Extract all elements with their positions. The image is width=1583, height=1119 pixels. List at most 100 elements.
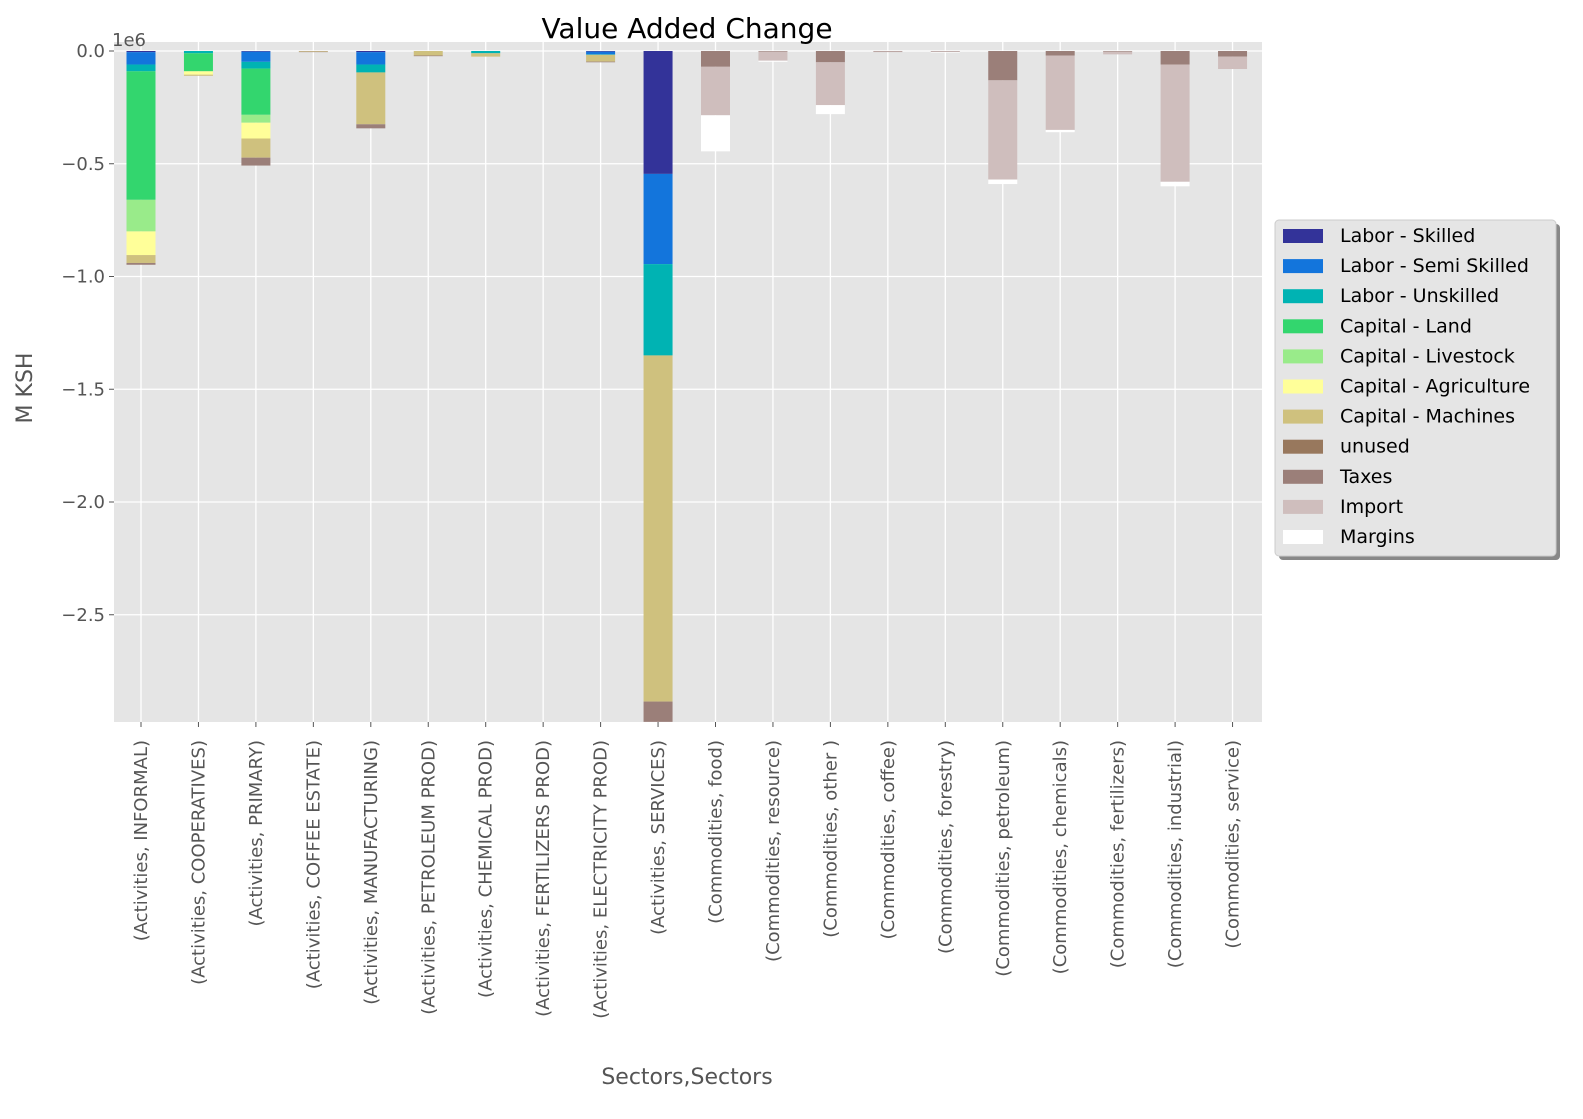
bar-segment	[586, 62, 615, 63]
bar-segment	[758, 52, 787, 61]
chart-title: Value Added Change	[541, 12, 832, 45]
x-tick-label: (Commodities, service)	[1223, 740, 1244, 949]
bar-segment	[471, 53, 500, 56]
bar-segment	[1161, 51, 1190, 65]
legend-label: Labor - Semi Skilled	[1340, 255, 1529, 277]
bar-segment	[241, 69, 270, 115]
y-tick-labels: 0.0−0.5−1.0−1.5−2.0−2.5	[61, 41, 114, 626]
x-tick-label: (Activities, PRIMARY)	[246, 740, 267, 926]
x-tick-label: (Activities, INFORMAL)	[131, 740, 152, 941]
bar-segment	[644, 264, 673, 355]
bar-segment	[356, 52, 385, 64]
bar-segment	[184, 51, 213, 53]
x-tick-label: (Activities, FERTILIZERS PROD)	[533, 740, 554, 1017]
x-tick-label: (Commodities, coffee)	[878, 740, 899, 940]
bar-segment	[816, 105, 845, 114]
legend-swatch	[1283, 530, 1323, 544]
x-tick-label: (Activities, PETROLEUM PROD)	[418, 740, 439, 1015]
x-tick-label: (Activities, SERVICES)	[648, 740, 669, 935]
x-tick-label: (Commodities, other )	[820, 740, 841, 938]
bar-segment	[988, 51, 1017, 80]
legend-label: Labor - Skilled	[1340, 225, 1475, 247]
bar-segment	[414, 56, 443, 57]
legend-swatch	[1283, 500, 1323, 514]
legend-swatch	[1283, 319, 1323, 333]
y-axis-label: M KSH	[13, 353, 38, 424]
bar-segment	[241, 158, 270, 166]
y-tick-label: 0.0	[76, 41, 105, 62]
bar-segment	[1046, 51, 1075, 56]
x-tick-label: (Activities, COOPERATIVES)	[188, 740, 209, 985]
bar-segment	[127, 65, 156, 72]
bar-segment	[356, 51, 385, 52]
x-tick-label: (Commodities, resource)	[763, 740, 784, 962]
x-tick-label: (Commodities, chemicals)	[1050, 740, 1071, 974]
bar-segment	[1046, 56, 1075, 130]
bar-segment	[127, 200, 156, 232]
legend-label: Capital - Livestock	[1340, 345, 1515, 367]
bar-segment	[184, 75, 213, 76]
bar-segment	[356, 72, 385, 124]
bar-segment	[644, 51, 673, 174]
bar-segment	[1046, 130, 1075, 132]
x-axis-label: Sectors,Sectors	[601, 1065, 772, 1090]
bar-segment	[644, 174, 673, 264]
bar-segment	[586, 51, 615, 52]
bar-segment	[241, 62, 270, 69]
bar-segment	[471, 51, 500, 53]
bar-segment	[127, 231, 156, 255]
legend-swatch	[1283, 289, 1323, 303]
bar-segment	[1103, 51, 1132, 52]
bar-segment	[931, 52, 960, 53]
bar-segment	[241, 138, 270, 157]
bar-segment	[701, 51, 730, 67]
legend-label: Margins	[1340, 526, 1415, 548]
legend-swatch	[1283, 349, 1323, 363]
bar-segment	[586, 52, 615, 55]
legend-label: Taxes	[1339, 466, 1392, 488]
bar-segment	[127, 51, 156, 52]
plot-background	[114, 42, 1262, 722]
y-tick-label: −1.0	[61, 267, 105, 288]
x-tick-label: (Commodities, forestry)	[935, 740, 956, 954]
bar-segment	[586, 55, 615, 62]
x-tick-label: (Commodities, petroleum)	[993, 740, 1014, 977]
bar-segment	[988, 80, 1017, 179]
bar-segment	[127, 71, 156, 200]
bar-segment	[1161, 65, 1190, 182]
y-scale-label: 1e6	[112, 30, 146, 51]
bar-segment	[184, 71, 213, 74]
y-tick-label: −2.5	[61, 605, 105, 626]
x-tick-label: (Activities, COFFEE ESTATE)	[303, 740, 324, 989]
bar-segment	[1161, 182, 1190, 187]
x-tick-label: (Commodities, fertilizers)	[1108, 740, 1129, 968]
bar-segment	[644, 355, 673, 701]
y-tick-label: −0.5	[61, 154, 105, 175]
legend-swatch	[1283, 410, 1323, 424]
bar-segment	[758, 51, 787, 52]
legend-swatch	[1283, 259, 1323, 273]
legend-swatch	[1283, 470, 1323, 484]
legend-label: Capital - Land	[1340, 315, 1472, 337]
bar-segment	[701, 67, 730, 115]
bar-segment	[988, 180, 1017, 185]
x-tick-label: (Activities, CHEMICAL PROD)	[476, 740, 497, 998]
bar-segment	[816, 51, 845, 62]
bar-segment	[241, 52, 270, 62]
bar-segment	[299, 51, 328, 52]
legend-label: Capital - Agriculture	[1340, 376, 1530, 398]
bar-segment	[127, 263, 156, 265]
bar-segment	[356, 124, 385, 128]
x-tick-label: (Commodities, food)	[706, 740, 727, 924]
x-tick-label: (Activities, ELECTRICITY PROD)	[591, 740, 612, 1019]
bar-segment	[816, 62, 845, 105]
y-tick-label: −2.0	[61, 492, 105, 513]
legend-swatch	[1283, 440, 1323, 454]
legend-label: Capital - Machines	[1340, 406, 1515, 428]
bar-segment	[758, 61, 787, 62]
x-tick-label: (Commodities, industrial)	[1165, 740, 1186, 968]
x-tick-labels: (Activities, INFORMAL) (Activities, COOPE…	[131, 722, 1244, 1019]
